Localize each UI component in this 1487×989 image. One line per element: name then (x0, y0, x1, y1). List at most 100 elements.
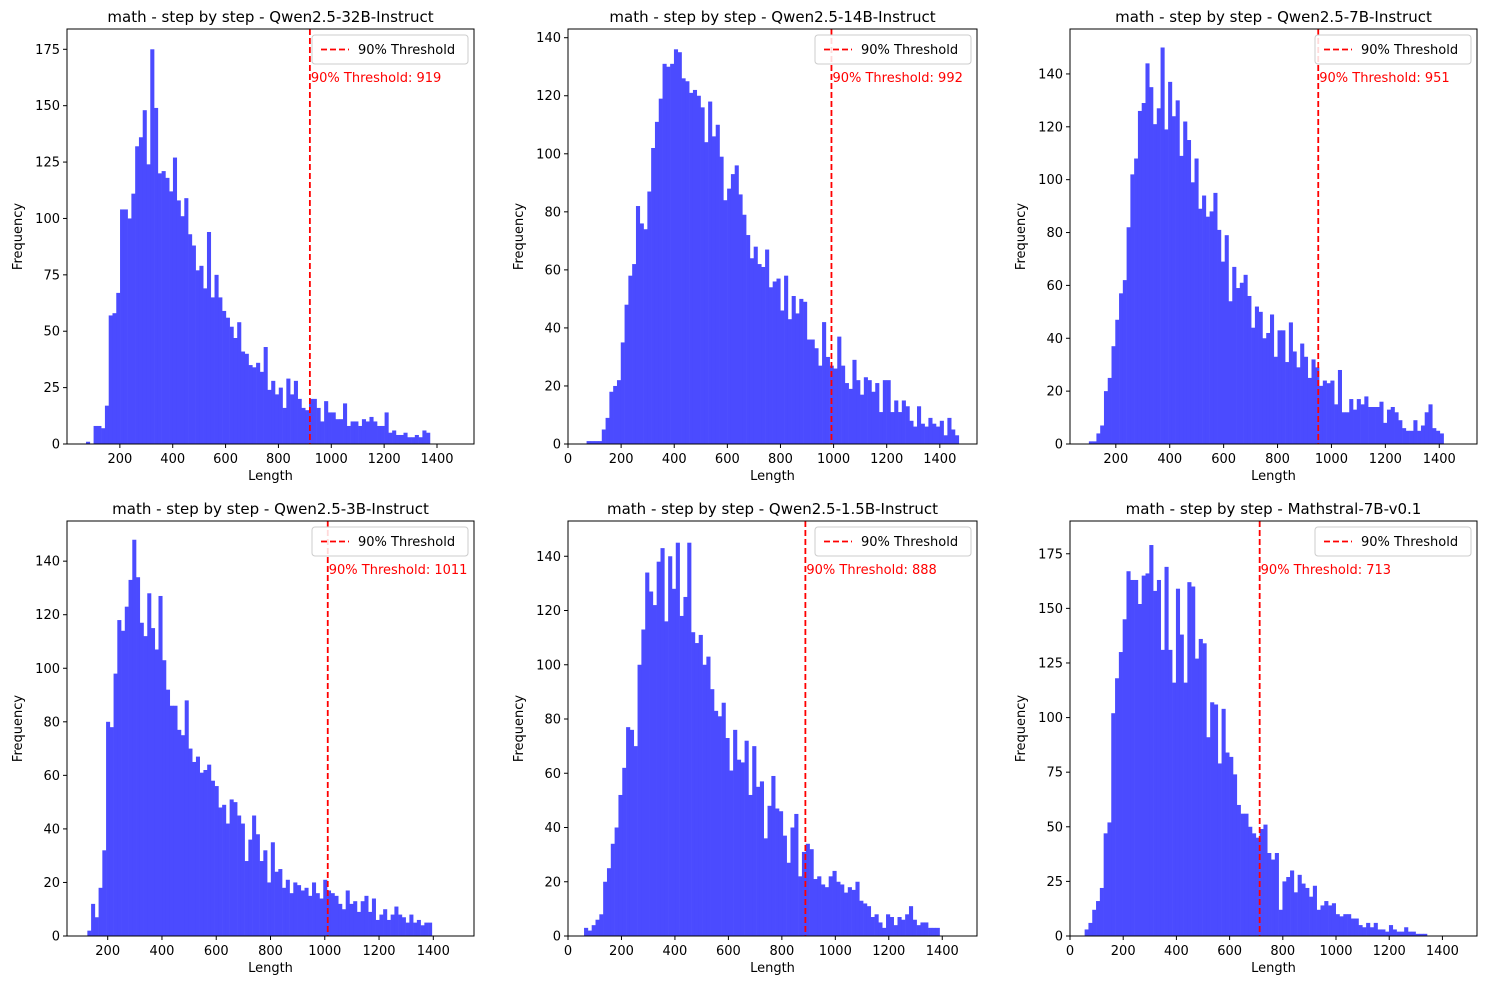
y-tick-label: 140 (536, 550, 561, 565)
histogram-bar (658, 98, 663, 444)
histogram-bar (734, 165, 739, 444)
histogram-bar (210, 297, 215, 444)
histogram-bar (308, 895, 313, 936)
x-tick-label: 1200 (870, 452, 903, 467)
histogram-bar (1190, 182, 1195, 444)
histogram-bar (848, 388, 853, 444)
histogram-bar (1168, 649, 1173, 936)
histogram-bar (920, 922, 925, 936)
y-tick-label: 40 (43, 822, 60, 837)
histogram-bar (1258, 311, 1263, 444)
histogram-bar (1405, 430, 1410, 444)
histogram-bar (746, 235, 751, 444)
legend-label: 90% Threshold (861, 43, 958, 58)
histogram-bar (905, 406, 910, 444)
histogram-bar (843, 892, 849, 936)
histogram-bar (795, 313, 800, 444)
histogram-bar (1103, 833, 1108, 936)
y-tick-label: 120 (536, 89, 561, 104)
histogram-bar (791, 295, 796, 444)
histogram-bar (711, 136, 717, 444)
histogram-bar (91, 903, 96, 936)
histogram-bar (790, 827, 795, 936)
histogram-bar (117, 620, 122, 936)
histogram-bar (240, 823, 245, 936)
histogram-bar (698, 634, 703, 936)
histogram-bar (618, 794, 623, 936)
histogram-bar (218, 297, 223, 444)
histogram-bar (316, 407, 321, 444)
histogram-bar (1319, 385, 1324, 444)
x-tick-label: 0 (564, 452, 572, 467)
histogram-bar (1415, 933, 1420, 936)
histogram-bar (233, 337, 238, 444)
histogram-bar (1436, 430, 1441, 444)
histogram-bar (733, 729, 738, 936)
histogram-bar (1322, 380, 1327, 444)
histogram-bar (597, 441, 603, 444)
histogram-bar (120, 209, 125, 444)
histogram-bar (1217, 229, 1222, 444)
histogram-bar (93, 425, 98, 444)
histogram-bar (652, 605, 657, 936)
histogram-bar (818, 365, 823, 444)
threshold-annotation: 90% Threshold: 888 (806, 563, 936, 578)
histogram-bar (1179, 634, 1184, 936)
y-axis-label: Frequency (1014, 203, 1029, 270)
x-tick-label: 600 (716, 944, 741, 959)
histogram-bar (696, 95, 701, 444)
x-tick-label: 1400 (420, 452, 453, 467)
histogram-bar (267, 882, 272, 936)
histogram-bar (867, 380, 872, 444)
histogram-bar (225, 317, 230, 444)
histogram-bar (248, 839, 253, 936)
histogram-bar (199, 265, 204, 444)
histogram-bar (727, 188, 732, 444)
histogram-bar (847, 887, 852, 936)
histogram-bar (360, 901, 365, 936)
histogram-bar (928, 927, 933, 936)
histogram-bar (1281, 330, 1286, 444)
histogram-bar (1290, 870, 1295, 936)
histogram-bar (274, 394, 280, 444)
histogram-bar (719, 156, 724, 444)
histogram-bar (1175, 100, 1180, 445)
histogram-bar (753, 246, 758, 444)
y-tick-label: 150 (1038, 602, 1063, 617)
histogram-bar (256, 362, 261, 444)
histogram-bar (1137, 110, 1142, 444)
histogram-bar (1187, 582, 1192, 936)
histogram-bar (662, 63, 667, 445)
y-tick-label: 140 (1038, 67, 1063, 82)
histogram-bar (1262, 338, 1267, 444)
histogram-bar (1330, 380, 1335, 444)
y-tick-label: 60 (1046, 279, 1063, 294)
histogram-bar (1111, 713, 1116, 936)
histogram-bar (1198, 638, 1203, 936)
chart-title: math - step by step - Qwen2.5-14B-Instru… (609, 8, 935, 26)
histogram-bar (1424, 412, 1429, 444)
histogram-bar (1320, 905, 1325, 936)
histogram-bar (767, 805, 772, 936)
histogram-bar (1092, 909, 1097, 936)
x-tick-label: 800 (266, 452, 291, 467)
y-tick-label: 125 (1038, 656, 1063, 671)
histogram-bar (666, 66, 671, 445)
histogram-bar (1137, 604, 1142, 936)
histogram-bar (913, 426, 918, 444)
histogram-bar (1394, 412, 1399, 444)
histogram-bar (749, 258, 754, 444)
histogram-bars (584, 542, 940, 936)
x-tick-label: 400 (663, 944, 688, 959)
histogram-bar (1354, 918, 1359, 936)
histogram-bar (1388, 925, 1394, 936)
histogram-bar (775, 808, 780, 936)
histogram-bar (1240, 813, 1245, 936)
histogram-bar (1362, 927, 1367, 936)
x-tick-label: 800 (1270, 944, 1295, 959)
histogram-bar (1423, 933, 1428, 936)
x-tick-label: 1000 (308, 944, 341, 959)
histogram-bar (1407, 931, 1413, 936)
histogram-bar (142, 110, 147, 445)
x-tick-label: 200 (609, 452, 634, 467)
